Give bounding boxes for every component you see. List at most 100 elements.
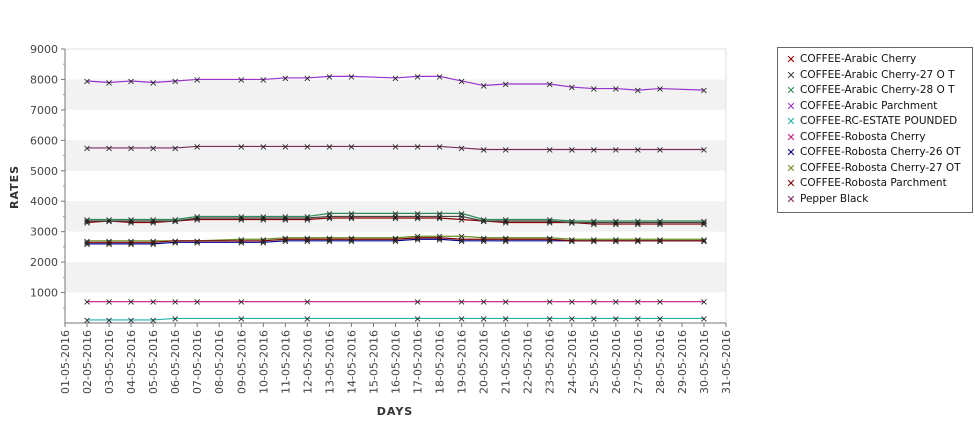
- data-point-marker: ×: [612, 236, 620, 247]
- data-point-marker: ×: [700, 297, 708, 308]
- data-point-marker: ×: [149, 215, 157, 226]
- data-point-marker: ×: [83, 76, 91, 87]
- data-point-marker: ×: [149, 239, 157, 250]
- x-tick-label: 04-05-2016: [125, 330, 138, 394]
- data-point-marker: ×: [149, 315, 157, 326]
- legend-item: ✕ COFFEE-Arabic Cherry-28 O T: [778, 83, 972, 99]
- data-point-marker: ×: [634, 236, 642, 247]
- grid-band: [65, 140, 726, 171]
- legend-label: COFFEE-Robosta Cherry-26 OT: [800, 146, 961, 158]
- y-tick-label: 7000: [30, 104, 58, 117]
- data-point-marker: ×: [634, 145, 642, 156]
- data-point-marker: ×: [457, 143, 465, 154]
- x-tick-label: 05-05-2016: [147, 330, 160, 394]
- data-point-marker: ×: [479, 236, 487, 247]
- data-point-marker: ×: [435, 213, 443, 224]
- data-point-marker: ×: [656, 84, 664, 95]
- data-point-marker: ×: [303, 73, 311, 84]
- legend-item: ✕ COFFEE-Robosta Cherry-27 OT: [778, 161, 972, 177]
- legend-marker-icon: ✕: [786, 68, 796, 82]
- series-coffee-rc-estate-pounded: × × × × × × × × × × × × × × × × × ×: [83, 314, 708, 327]
- data-point-marker: ×: [325, 235, 333, 246]
- data-point-marker: ×: [457, 209, 465, 220]
- data-point-marker: ×: [171, 238, 179, 249]
- data-point-marker: ×: [391, 209, 399, 220]
- data-point-marker: ×: [457, 314, 465, 325]
- data-point-marker: ×: [149, 218, 157, 229]
- legend-item: ✕ COFFEE-Arabic Parchment: [778, 99, 972, 115]
- data-point-marker: ×: [568, 236, 576, 247]
- data-point-marker: ×: [413, 235, 421, 246]
- data-point-marker: ×: [590, 218, 598, 229]
- series-coffee-robosta-parchment: × × × × × × × × × × × × × × × × × × × × × × × × ×: [83, 233, 708, 249]
- data-point-marker: ×: [568, 145, 576, 156]
- data-point-marker: ×: [127, 218, 135, 229]
- data-point-marker: ×: [435, 142, 443, 153]
- data-point-marker: ×: [656, 297, 664, 308]
- data-point-marker: ×: [700, 218, 708, 229]
- series-line: [87, 317, 704, 321]
- data-point-marker: ×: [568, 217, 576, 228]
- data-point-marker: ×: [127, 315, 135, 326]
- data-point-marker: ×: [83, 239, 91, 250]
- data-point-marker: ×: [83, 315, 91, 326]
- data-point-marker: ×: [413, 72, 421, 83]
- data-point-marker: ×: [325, 72, 333, 83]
- data-point-marker: ×: [501, 217, 509, 228]
- data-point-marker: ×: [171, 236, 179, 247]
- y-tick-label: 1000: [30, 287, 58, 300]
- data-point-marker: ×: [700, 217, 708, 228]
- data-point-marker: ×: [700, 220, 708, 231]
- data-point-marker: ×: [171, 215, 179, 226]
- data-point-marker: ×: [656, 218, 664, 229]
- data-point-marker: ×: [303, 297, 311, 308]
- data-point-marker: ×: [237, 236, 245, 247]
- data-point-marker: ×: [634, 220, 642, 231]
- data-point-marker: ×: [105, 215, 113, 226]
- data-point-marker: ×: [347, 72, 355, 83]
- x-tick-label: 13-05-2016: [323, 330, 336, 394]
- data-point-marker: ×: [303, 213, 311, 224]
- x-tick-label: 01-05-2016: [59, 330, 72, 394]
- data-point-marker: ×: [193, 236, 201, 247]
- data-point-marker: ×: [612, 236, 620, 247]
- data-point-marker: ×: [568, 236, 576, 247]
- data-point-marker: ×: [634, 314, 642, 325]
- series-coffee-arabic-cherry-28-o-t: × × × × × × × × × × × × × × × × × × × × × × × × ×: [83, 209, 708, 228]
- x-tick-label: 03-05-2016: [103, 330, 116, 394]
- data-point-marker: ×: [171, 236, 179, 247]
- data-point-marker: ×: [259, 236, 267, 247]
- data-point-marker: ×: [590, 220, 598, 231]
- data-point-marker: ×: [479, 215, 487, 226]
- data-point-marker: ×: [391, 212, 399, 223]
- y-tick-label: 8000: [30, 73, 58, 86]
- legend-label: COFFEE-Robosta Cherry-27 OT: [800, 161, 961, 174]
- data-point-marker: ×: [501, 297, 509, 308]
- legend-item: ✕ COFFEE-Robosta Cherry: [778, 130, 972, 146]
- data-point-marker: ×: [237, 297, 245, 308]
- data-point-marker: ×: [546, 297, 554, 308]
- data-point-marker: ×: [391, 213, 399, 224]
- x-tick-label: 19-05-2016: [456, 330, 469, 394]
- data-point-marker: ×: [590, 236, 598, 247]
- data-point-marker: ×: [634, 217, 642, 228]
- x-tick-label: 06-05-2016: [169, 330, 182, 394]
- data-point-marker: ×: [391, 142, 399, 153]
- data-point-marker: ×: [700, 236, 708, 247]
- legend-label: COFFEE-Robosta Cherry: [800, 130, 926, 143]
- data-point-marker: ×: [479, 217, 487, 228]
- data-point-marker: ×: [281, 215, 289, 226]
- data-point-marker: ×: [259, 213, 267, 224]
- data-point-marker: ×: [171, 143, 179, 154]
- data-point-marker: ×: [700, 145, 708, 156]
- data-point-marker: ×: [105, 143, 113, 154]
- data-point-marker: ×: [590, 84, 598, 95]
- legend-item: ✕ COFFEE-Robosta Cherry-26 OT: [778, 145, 972, 161]
- data-point-marker: ×: [347, 212, 355, 223]
- data-point-marker: ×: [612, 145, 620, 156]
- x-tick-label: 26-05-2016: [610, 330, 623, 394]
- x-tick-label: 15-05-2016: [367, 330, 380, 394]
- data-point-marker: ×: [303, 314, 311, 325]
- data-point-marker: ×: [325, 236, 333, 247]
- data-point-marker: ×: [501, 80, 509, 91]
